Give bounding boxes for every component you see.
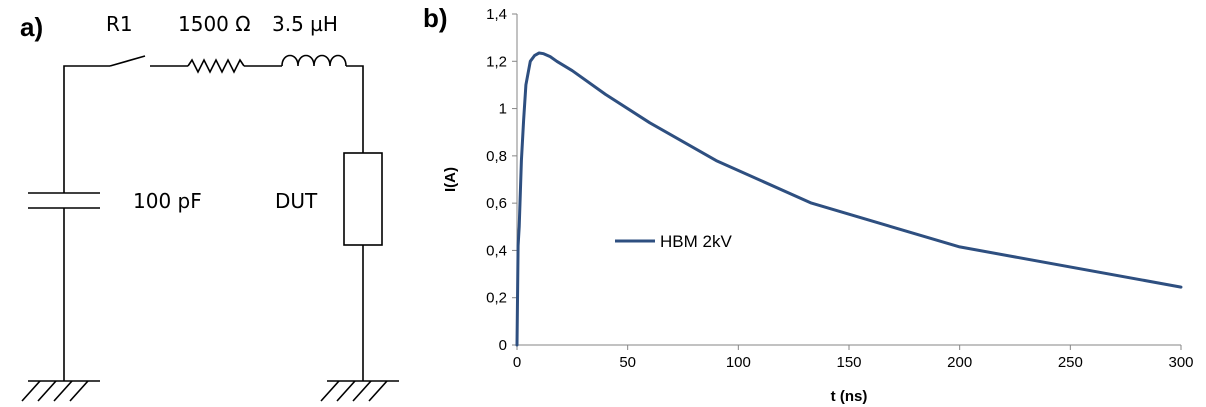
ground-right-icon xyxy=(320,380,399,402)
x-tick-label: 0 xyxy=(513,354,521,371)
y-tick-label: 1 xyxy=(499,101,507,118)
x-tick-label: 100 xyxy=(726,354,751,371)
right-top-wire xyxy=(346,65,364,153)
left-top-wire xyxy=(63,65,110,193)
circuit-diagram: a) R1 1500 Ω 3.5 µH 100 pF DUT xyxy=(20,12,399,402)
switch-label: R1 xyxy=(106,12,133,36)
y-tick-label: 0,6 xyxy=(486,195,507,212)
x-tick-label: 50 xyxy=(619,354,636,371)
chart-plot-area: 0 0,2 0,4 0,6 0,8 1 1,2 1,4 0 50 100 150 200 250 300 t … xyxy=(442,6,1194,405)
y-tick-label: 0 xyxy=(499,337,507,354)
x-tick-label: 250 xyxy=(1058,354,1083,371)
switch-symbol xyxy=(109,55,146,67)
resistor-label: 1500 Ω xyxy=(178,12,251,36)
y-tick-label: 0,8 xyxy=(486,148,507,165)
inductor-label: 3.5 µH xyxy=(272,12,338,36)
series-line-hbm-2kv xyxy=(515,51,1183,347)
y-tick-label: 0,2 xyxy=(486,290,507,307)
x-tick-label: 300 xyxy=(1168,354,1193,371)
y-tick-label: 1,4 xyxy=(486,6,507,23)
y-axis-title: I(A) xyxy=(442,167,459,192)
x-tick-label: 150 xyxy=(836,354,861,371)
legend-label: HBM 2kV xyxy=(660,232,732,251)
y-tick-label: 1,2 xyxy=(486,53,507,70)
panel-b-letter: b) xyxy=(423,3,448,33)
inductor-symbol xyxy=(281,54,347,67)
x-tick-label: 200 xyxy=(947,354,972,371)
panel-a-letter: a) xyxy=(20,12,43,42)
resistor-symbol xyxy=(187,58,245,74)
capacitor-label: 100 pF xyxy=(133,189,202,213)
y-tick-label: 0,4 xyxy=(486,242,507,259)
x-axis-title: t (ns) xyxy=(831,388,868,405)
ground-left-icon xyxy=(21,380,100,402)
dut-label: DUT xyxy=(275,189,318,213)
